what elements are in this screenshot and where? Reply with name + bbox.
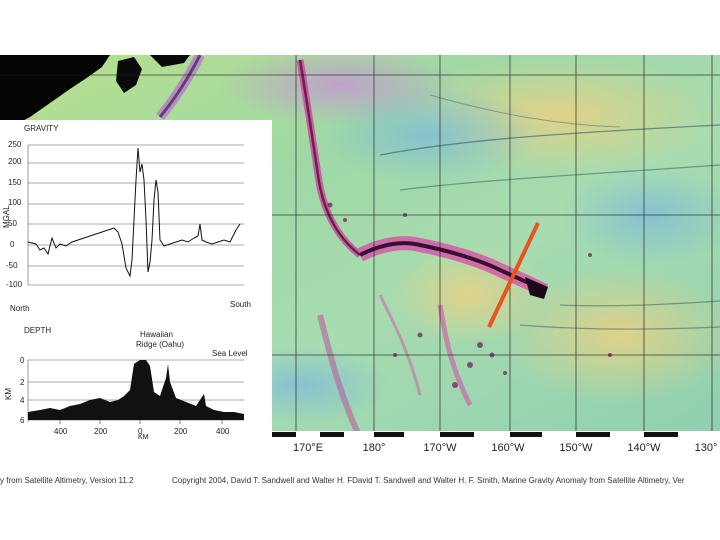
depth-x-tick: 0 (138, 427, 143, 436)
depth-x-unit: KM (138, 434, 149, 441)
gravity-left-end: North (10, 304, 30, 313)
profile-plots (27, 144, 244, 424)
depth-y-tick: 6 (20, 416, 25, 425)
lon-label: 170°E (292, 442, 324, 454)
lon-label: 180° (362, 442, 386, 454)
gravity-y-tick: 50 (8, 219, 17, 228)
lon-label: 170°W (423, 442, 457, 454)
depth-y-tick: 2 (20, 378, 25, 387)
credit-right: Copyright 2004, David T. Sandwell and Wa… (172, 476, 685, 485)
depth-x-tick: 200 (94, 427, 108, 436)
land-mass (0, 55, 110, 127)
depth-y-axis-label: KM (4, 388, 13, 400)
credit-left: y from Satellite Altimetry, Version 11.2 (0, 476, 134, 485)
depth-feature-label-1: Hawaiian (140, 330, 173, 339)
sea-level-label: Sea Level (212, 349, 248, 358)
gravity-y-tick: 0 (10, 240, 15, 249)
gravity-y-tick: -50 (6, 261, 18, 270)
depth-title: DEPTH (24, 326, 52, 335)
lon-label: 160°W (491, 442, 525, 454)
depth-y-tick: 4 (20, 396, 25, 405)
gravity-y-tick: 150 (8, 178, 22, 187)
lon-label: 150°W (559, 442, 593, 454)
profile-inset: GRAVITY MGAL 250 200 150 100 50 0 -50 -1… (0, 120, 272, 441)
depth-x-tick: 400 (216, 427, 230, 436)
depth-y-tick: 0 (20, 356, 25, 365)
gravity-profile-line (27, 147, 241, 278)
depth-feature-label-2: Ridge (Oahu) (136, 340, 185, 349)
profile-line (487, 222, 540, 328)
gravity-title: GRAVITY (24, 124, 59, 133)
lon-label: 140°W (627, 442, 661, 454)
lon-label: 130° (694, 442, 718, 454)
depth-profile (28, 360, 244, 420)
gravity-y-tick: 100 (8, 198, 22, 207)
gravity-y-tick: 250 (8, 140, 22, 149)
gravity-y-tick: -100 (6, 280, 23, 289)
depth-x-tick: 400 (54, 427, 68, 436)
gravity-y-tick: 200 (8, 157, 22, 166)
depth-x-tick: 200 (174, 427, 188, 436)
gravity-right-end: South (230, 300, 251, 309)
